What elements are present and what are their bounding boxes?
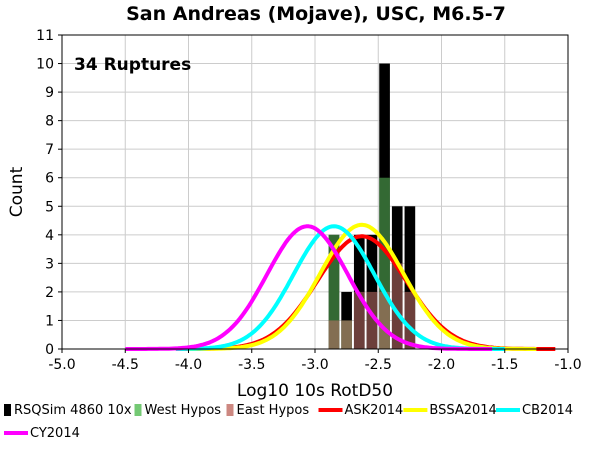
y-tick-label: 3	[45, 256, 54, 272]
legend-swatch	[134, 404, 142, 416]
y-tick-label: 11	[36, 28, 54, 44]
y-tick-label: 8	[45, 114, 54, 130]
x-axis-label: Log10 10s RotD50	[237, 381, 393, 401]
x-tick-label: -2.0	[428, 357, 455, 373]
bar-east-hypos	[379, 291, 390, 349]
x-tick-label: -3.5	[238, 357, 265, 373]
curve-cb2014	[175, 224, 505, 351]
legend-label: ASK2014	[345, 403, 404, 418]
x-tick-label: -4.5	[112, 357, 139, 373]
x-tick-label: -1.0	[554, 357, 581, 373]
bar-west-hypos	[328, 234, 340, 349]
x-tick-label: -2.5	[365, 357, 392, 373]
x-axis-ticks: -5.0 -4.5 -4.0 -3.5 -3.0 -2.5 -2.0 -1.5 -1.0	[48, 349, 582, 373]
y-tick-label: 0	[45, 342, 54, 358]
legend: RSQSim 4860 10x West Hypos East Hypos ASK20…	[4, 403, 573, 441]
y-tick-label: 10	[36, 57, 54, 73]
gmm-curves	[125, 222, 556, 351]
legend-label: CB2014	[522, 403, 573, 418]
x-tick-label: -1.5	[491, 357, 518, 373]
curve-ask2014	[175, 234, 556, 351]
y-tick-label: 9	[45, 85, 54, 101]
y-tick-label: 7	[45, 142, 54, 158]
curve-bssa2014	[188, 222, 537, 351]
legend-label: CY2014	[30, 426, 80, 441]
bar-west-hypos	[379, 177, 390, 349]
y-tick-label: 5	[45, 199, 54, 215]
curve-cy2014	[125, 224, 493, 351]
rupture-count-annotation: 34 Ruptures	[74, 55, 191, 75]
legend-label: BSSA2014	[429, 403, 496, 418]
bar-east-hypos	[404, 291, 416, 349]
x-tick-label: -4.0	[175, 357, 202, 373]
y-tick-label: 1	[45, 313, 54, 329]
y-tick-label: 6	[45, 171, 54, 187]
bar-east-hypos	[391, 263, 403, 349]
legend-swatch	[4, 404, 11, 416]
bars-east-hypos	[328, 263, 416, 349]
grid-lines	[61, 34, 569, 350]
x-tick-label: -3.0	[301, 357, 328, 373]
legend-swatch	[226, 404, 234, 416]
y-tick-label: 2	[45, 285, 54, 301]
x-tick-label: -5.0	[48, 357, 75, 373]
bar-east-hypos	[366, 291, 378, 349]
bar-total	[341, 291, 352, 349]
bar-east-hypos	[328, 320, 340, 349]
y-axis-ticks: 0 1 2 3 4 5 6 7 8 9 10 11	[36, 28, 62, 358]
legend-label: East Hypos	[237, 403, 310, 418]
bar-east-hypos	[353, 291, 365, 349]
y-axis-label: Count	[7, 166, 27, 217]
bar-east-hypos	[341, 320, 352, 349]
bar-total	[404, 206, 416, 349]
legend-label: RSQSim 4860 10x	[14, 403, 132, 418]
legend-label: West Hypos	[145, 403, 222, 418]
chart-title: San Andreas (Mojave), USC, M6.5-7	[126, 3, 506, 25]
y-tick-label: 4	[45, 228, 54, 244]
